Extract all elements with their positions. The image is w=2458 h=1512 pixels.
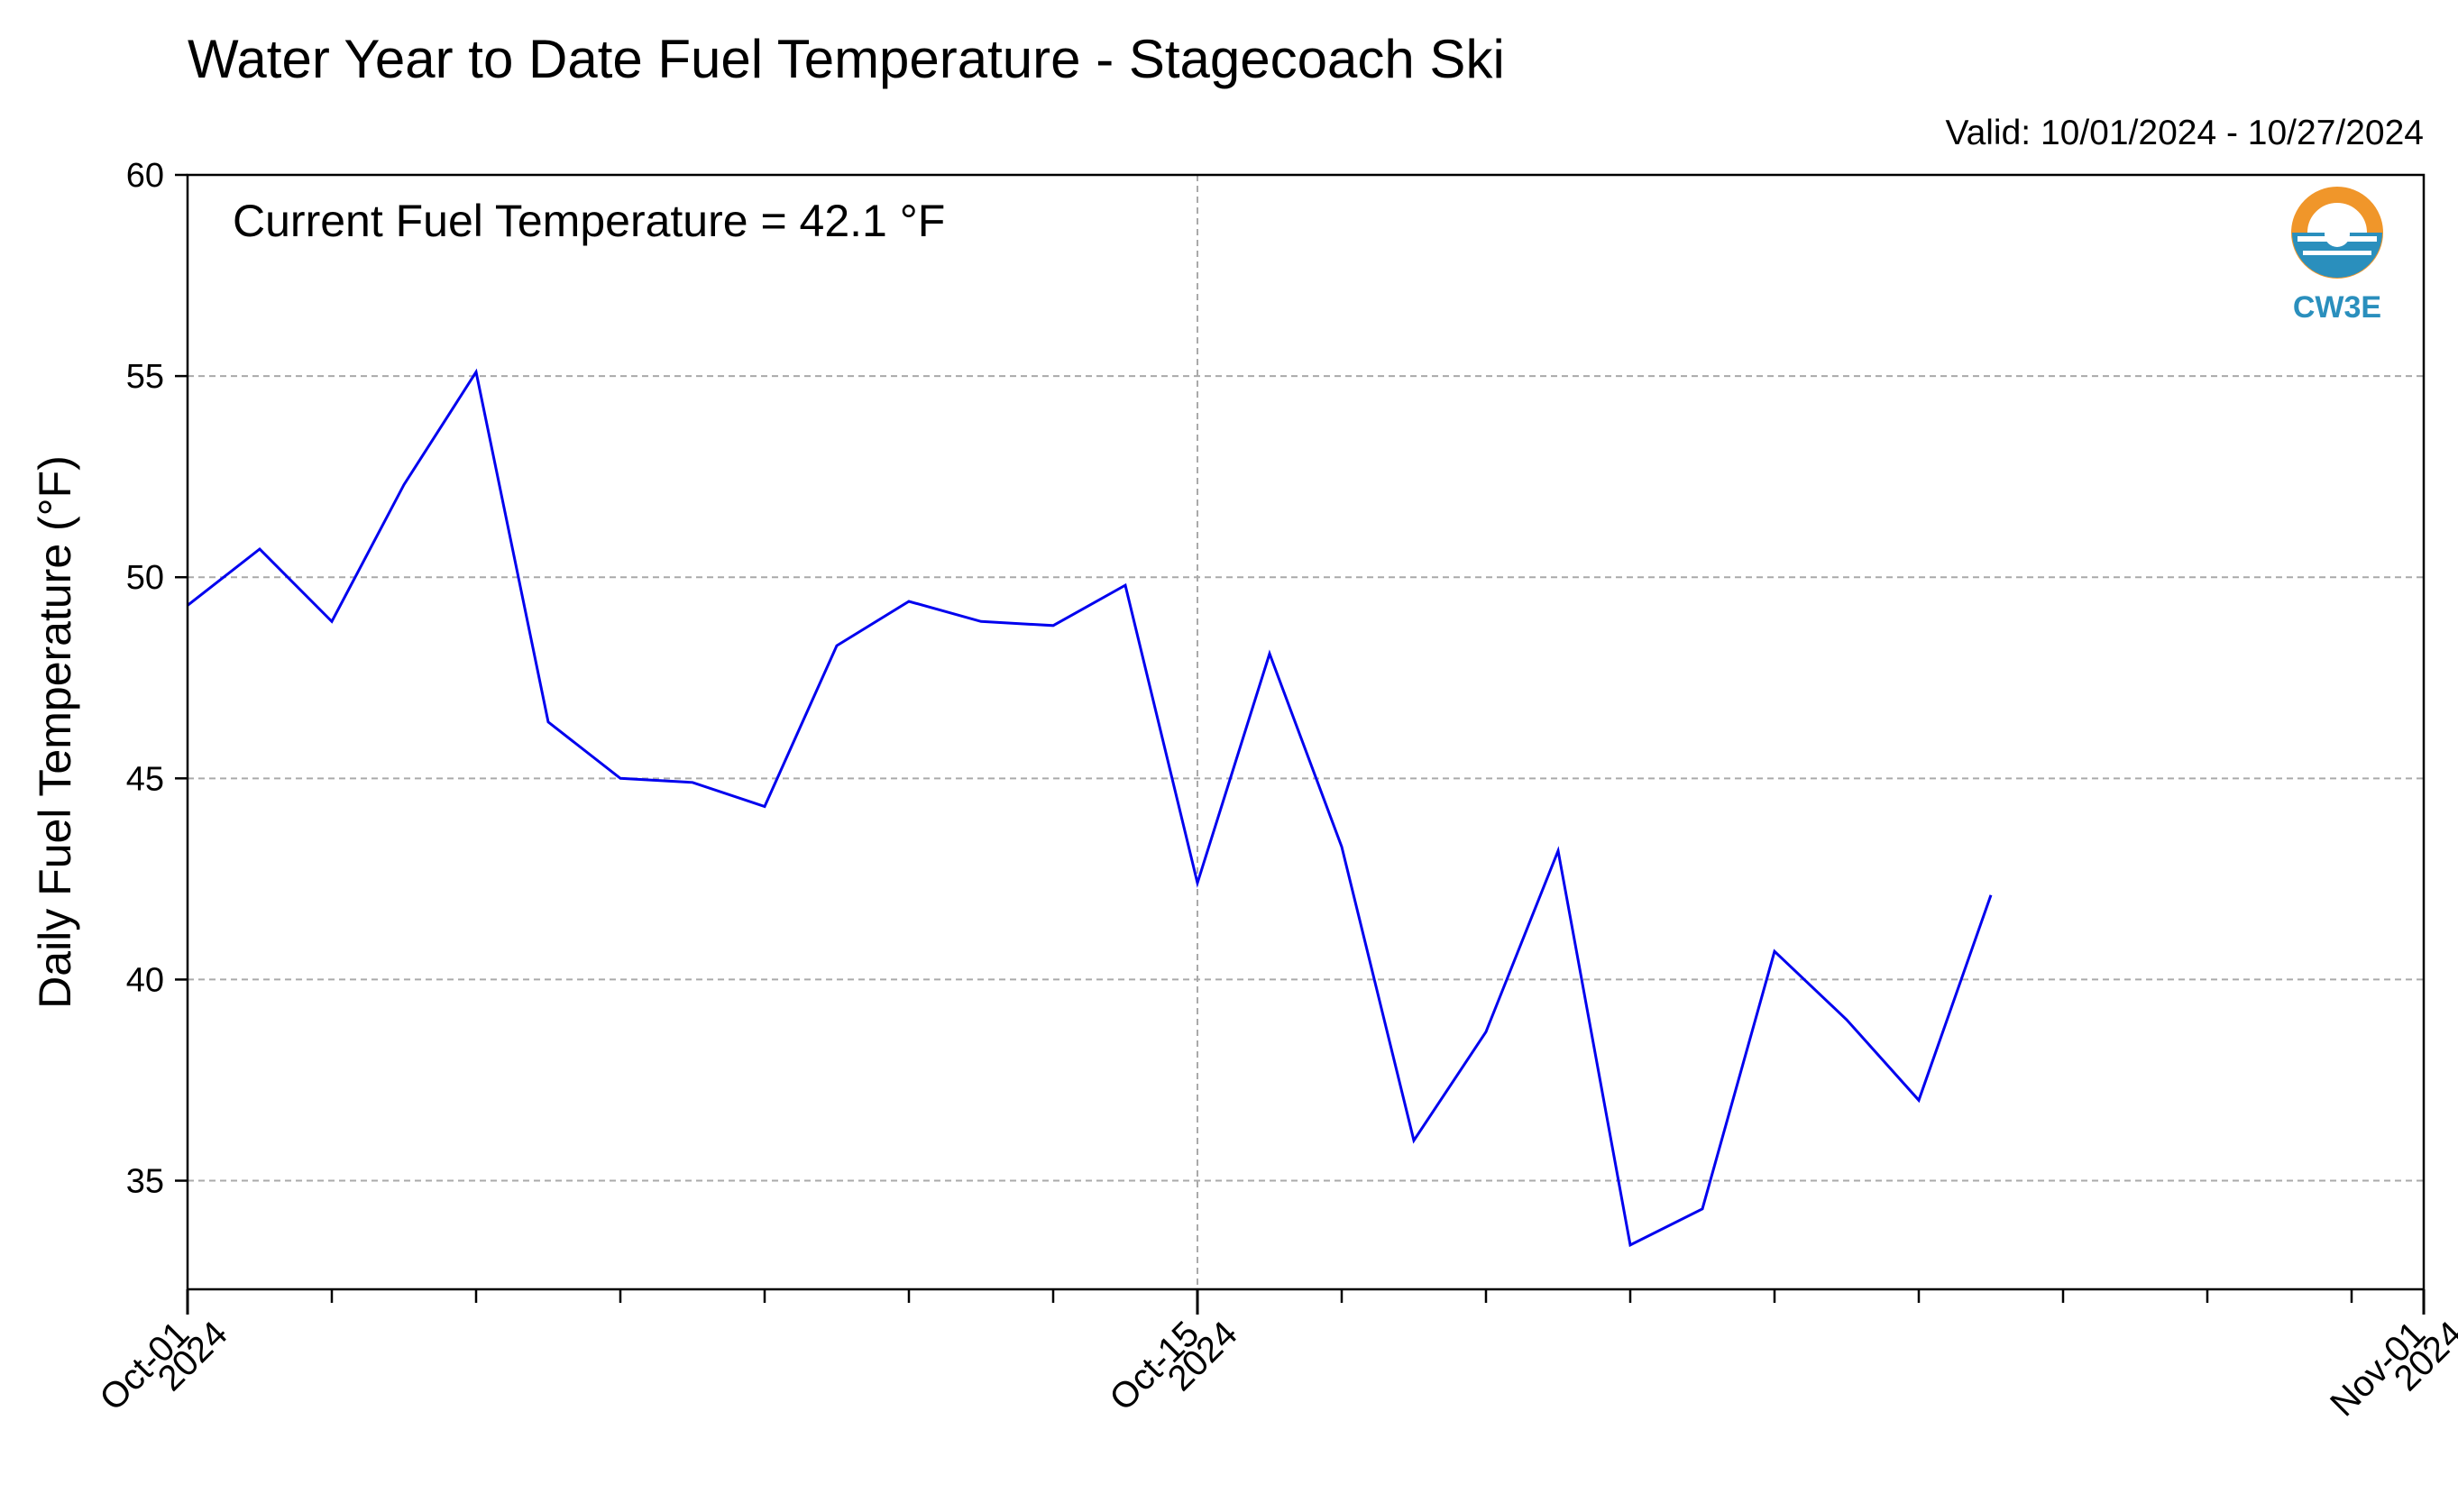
y-axis-label: Daily Fuel Temperature (°F) bbox=[30, 455, 80, 1009]
logo-wave-band bbox=[2303, 251, 2371, 255]
series-layer bbox=[187, 368, 1993, 1248]
axes bbox=[175, 173, 2426, 1315]
y-tick-label: 60 bbox=[126, 157, 164, 195]
logo-text: CW3E bbox=[2293, 290, 2381, 325]
cw3e-logo: CW3E bbox=[2291, 187, 2383, 325]
current-fuel-temperature: Current Fuel Temperature = 42.1 °F bbox=[233, 196, 945, 246]
grid-lines bbox=[188, 175, 2424, 1289]
y-tick-label: 55 bbox=[126, 358, 164, 396]
series-line bbox=[187, 368, 1993, 1248]
y-tick-labels: 35 40 45 50 55 60 bbox=[126, 157, 164, 1201]
valid-date-range: Valid: 10/01/2024 - 10/27/2024 bbox=[1945, 114, 2424, 152]
y-tick-label: 50 bbox=[126, 559, 164, 597]
y-tick-label: 40 bbox=[126, 961, 164, 999]
plot-frame bbox=[186, 173, 2426, 1291]
y-tick-label: 45 bbox=[126, 760, 164, 798]
chart-title: Water Year to Date Fuel Temperature - St… bbox=[188, 29, 1505, 89]
y-tick-label: 35 bbox=[126, 1163, 164, 1201]
water-drop-icon bbox=[2325, 206, 2350, 247]
